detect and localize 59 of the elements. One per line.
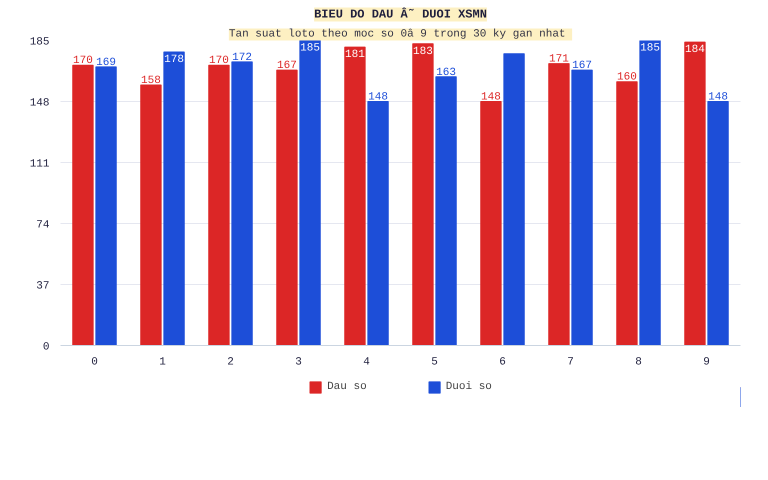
data-label: 167: [572, 60, 592, 72]
bar: [367, 101, 389, 346]
data-label: 171: [549, 54, 570, 66]
x-tick-label: 6: [499, 356, 506, 368]
data-label: 178: [164, 54, 184, 66]
legend-label: Duoi so: [446, 381, 492, 393]
y-tick-label: 74: [36, 220, 50, 232]
bar: [344, 46, 366, 346]
data-label: 170: [73, 55, 93, 68]
bar: [571, 70, 593, 346]
bar: [480, 101, 502, 346]
bar: [95, 66, 117, 346]
x-tick-label: 0: [91, 356, 98, 368]
bar: [163, 52, 185, 346]
y-tick-label: 37: [36, 280, 50, 292]
data-label: 172: [232, 52, 252, 64]
bar: [503, 53, 525, 346]
bar: [72, 64, 94, 346]
x-tick-label: 2: [227, 356, 234, 368]
data-label: 181: [345, 49, 366, 62]
y-tick-label: 148: [30, 98, 50, 110]
legend-label: Dau so: [327, 381, 367, 393]
data-label: 148: [368, 92, 388, 104]
bar: [140, 84, 162, 346]
bar: [435, 76, 457, 346]
bar: [707, 101, 729, 346]
y-tick-label: 111: [30, 158, 50, 170]
x-tick-label: 1: [159, 356, 166, 368]
data-label: 167: [277, 60, 297, 72]
data-label: 169: [96, 56, 116, 69]
data-label: 158: [141, 75, 161, 88]
data-label: 160: [617, 72, 637, 84]
data-label: 185: [640, 42, 660, 54]
data-label: 148: [708, 92, 728, 104]
data-label: 184: [685, 44, 706, 56]
data-label: 163: [436, 66, 456, 79]
bar: [276, 70, 298, 346]
x-tick-label: 8: [635, 356, 642, 368]
bar: [684, 42, 706, 346]
chart-subtitle: Tan suat loto theo moc so 0â 9 trong 30 ky gan nhat: [228, 28, 566, 40]
y-tick-label: 0: [42, 342, 50, 354]
data-label: 170: [209, 55, 229, 68]
y-tick-label: 185: [30, 36, 50, 48]
bar: [299, 40, 321, 346]
data-label: 183: [413, 46, 433, 58]
bar: [208, 64, 230, 346]
x-tick-label: 5: [431, 356, 438, 368]
x-tick-label: 7: [567, 356, 574, 368]
x-tick-label: 9: [703, 356, 710, 368]
bar: [616, 81, 638, 346]
x-tick-label: 4: [363, 356, 370, 368]
data-label: 185: [300, 42, 320, 54]
bar: [548, 63, 570, 346]
bar: [231, 61, 253, 346]
bar: [412, 43, 434, 346]
data-label: 148: [481, 92, 501, 104]
bar: [639, 40, 661, 346]
x-tick-label: 3: [295, 356, 302, 368]
chart-title: BIEU DO DAU Â˜ DUOI XSMN: [314, 8, 487, 22]
